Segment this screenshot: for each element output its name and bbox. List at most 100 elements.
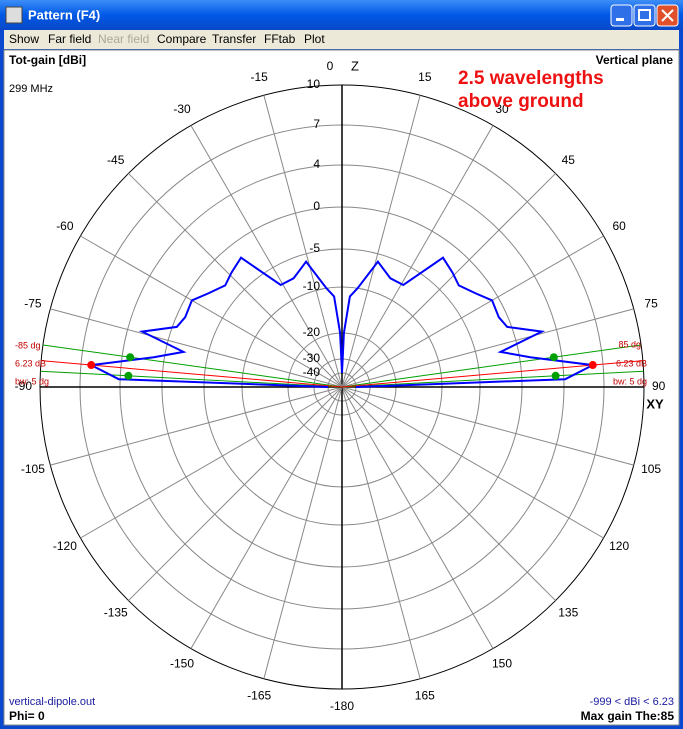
phi: Phi= 0 [9,709,45,723]
angle-tick-label: -150 [170,656,194,670]
r-tick-label: -30 [303,351,321,365]
angle-label: 85 dg [618,339,641,349]
grid-spoke [341,386,494,649]
grid-spoke [341,125,494,388]
plot: 0153045607590105120135150165-180-165-150… [9,53,674,723]
grid-spoke [341,95,421,388]
grid-spoke [341,308,634,388]
beamwidth-dot [124,371,133,380]
beamwidth-line [42,344,343,388]
angle-tick-label: 15 [418,70,432,84]
angle-tick-label: -105 [21,462,45,476]
grid-spoke [341,173,556,388]
angle-tick-label: 150 [492,656,512,670]
maximize-icon [638,9,651,21]
annotation: above ground [458,91,584,112]
angle-label: -85 dg [15,340,41,350]
angle-tick-label: 135 [558,605,578,619]
annotation: 2.5 wavelengths [458,68,604,89]
menu-item[interactable]: Compare [157,32,207,46]
r-tick-label: -40 [303,365,321,379]
beamwidth-dot [126,353,135,362]
grid-spoke [263,386,343,679]
plane: Vertical plane [596,53,674,67]
angle-tick-label: 60 [612,219,626,233]
grid-spoke [341,386,604,539]
angle-tick-label: 105 [641,462,661,476]
file-name: vertical-dipole.out [9,696,95,708]
menu: Show Far field Near field Compare Transfer FF… [9,32,325,46]
beamwidth-dot [551,371,560,380]
title-bar [0,0,683,30]
menu-item[interactable]: FFtab [264,32,296,46]
beamwidth-dot [549,353,558,362]
menu-item: Near field [98,32,149,46]
grid-spoke [341,235,604,388]
maximize-button[interactable] [633,4,656,27]
beamwidth-line [40,370,343,388]
grid-spoke [80,386,343,539]
angle-tick-label: 90 [652,379,666,393]
close-icon [661,9,674,22]
angle-tick-label: -75 [24,296,42,310]
grid-spoke [341,386,421,679]
max-gain-dot [588,361,597,370]
menu-bar [4,30,679,49]
menu-item[interactable]: Plot [304,32,325,46]
range-text: -999 < dBi < 6.23 [590,696,674,708]
app-icon [5,6,23,24]
grid-spoke [80,235,343,388]
angle-tick-label: 165 [415,688,435,702]
angle-tick-label: -120 [53,539,77,553]
gain-label: 6.23 dB [616,358,647,368]
max-gain-dot [87,361,96,370]
angle-tick-label: -90 [15,379,33,393]
grid-spoke [50,386,343,466]
angle-tick-label: 45 [562,153,576,167]
grid-spoke [190,386,343,649]
gain-label: 6.23 dB [15,358,46,368]
grid-spoke [341,386,634,466]
minimize-button[interactable] [610,4,633,27]
window-title: Pattern (F4) [28,7,100,22]
r-tick-label: 10 [307,77,321,91]
angle-tick-label: -60 [56,219,74,233]
bw-label: bw: 5 dg [15,376,49,386]
frequency: 299 MHz [9,83,53,95]
angle-tick-label: 30 [495,102,509,116]
menu-item[interactable]: Far field [48,32,91,46]
r-tick-label: 0 [313,199,320,213]
bw-label: bw: 5 dg [613,376,647,386]
grid-spoke [190,125,343,388]
angle-tick-label: 0 [327,59,334,73]
grid-spoke [128,173,343,388]
grid-spoke [341,386,556,601]
angle-tick-label: -180 [330,699,354,713]
angle-tick-label: -15 [251,70,269,84]
grid-spoke [128,386,343,601]
angle-tick-label: 120 [609,539,629,553]
r-tick-label: 4 [313,157,320,171]
angle-tick-label: 75 [644,296,658,310]
angle-tick-label: -45 [107,153,125,167]
r-tick-label: -10 [303,279,321,293]
menu-item[interactable]: Show [9,32,39,46]
axis-label-z: Z [351,58,359,73]
minimize-icon [616,18,624,21]
menu-item[interactable]: Transfer [212,32,256,46]
grid-spoke [263,95,343,388]
max-text: Max gain The:85 [581,709,675,723]
beamwidth-line [341,370,644,388]
r-tick-label: 7 [313,117,320,131]
r-tick-label: -5 [309,241,320,255]
axis-label-xy: XY [646,396,664,411]
y-label: Tot-gain [dBi] [9,53,86,67]
beamwidth-line [341,344,642,388]
grid-spoke [50,308,343,388]
angle-tick-label: -135 [104,605,128,619]
pattern-curve [87,256,597,388]
angle-tick-label: -30 [173,102,191,116]
r-tick-label: -20 [303,325,321,339]
